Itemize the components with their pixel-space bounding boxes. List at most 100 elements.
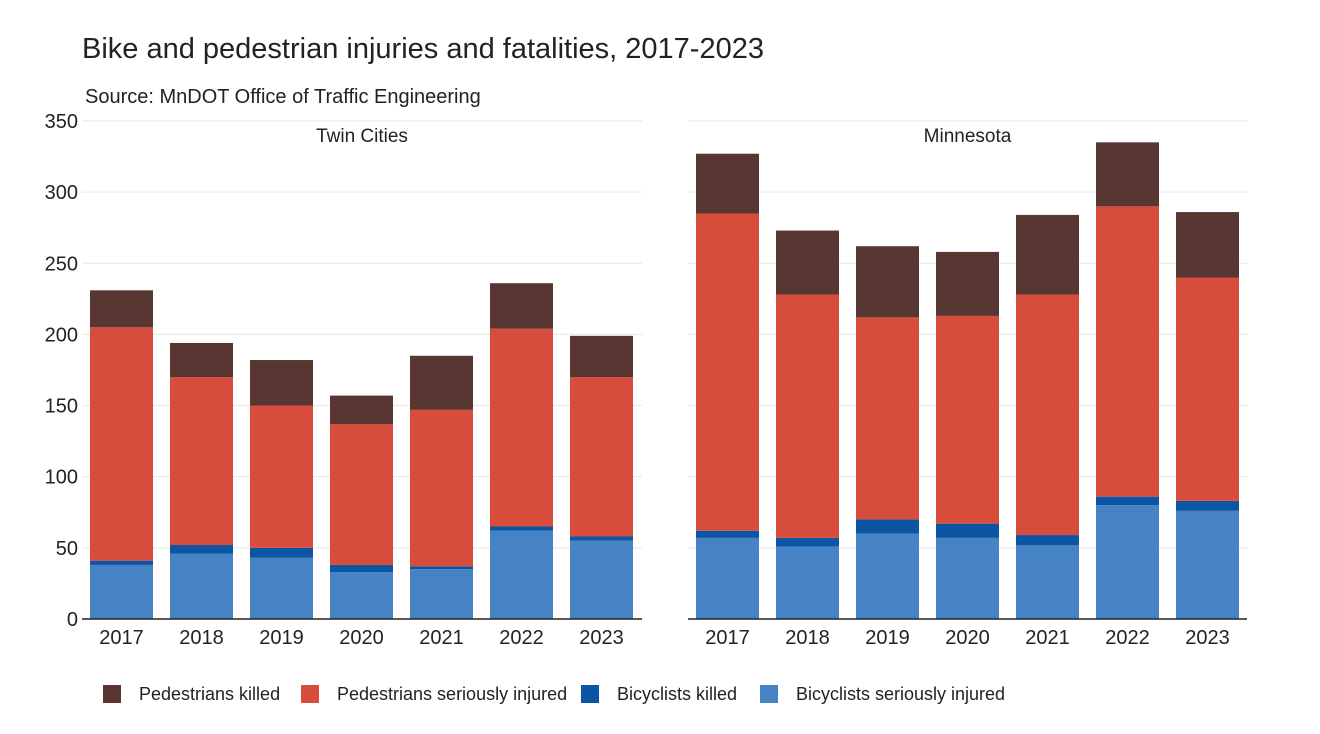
bar-bicyclists-seriously-injured [490,530,553,619]
legend-swatch [581,685,599,703]
bar-pedestrians-killed [1016,214,1079,295]
y-tick-label: 100 [45,467,78,489]
bar-bicyclists-killed [410,566,473,570]
y-tick-label: 250 [45,253,78,275]
bar-bicyclists-killed [1016,535,1079,546]
bar-pedestrians-seriously-injured [170,377,233,546]
bar-bicyclists-killed [776,537,839,547]
bar-pedestrians-killed [330,395,393,425]
bar-pedestrians-killed [570,335,633,378]
bar-pedestrians-seriously-injured [1016,294,1079,536]
bar-pedestrians-seriously-injured [1176,277,1239,501]
bar-bicyclists-seriously-injured [410,569,473,619]
x-tick-label: 2021 [1025,627,1070,649]
legend-item: Pedestrians seriously injured [301,684,567,704]
bar-bicyclists-killed [1096,496,1159,506]
legend-label: Bicyclists killed [617,684,737,704]
bar-pedestrians-seriously-injured [856,317,919,520]
bar-pedestrians-seriously-injured [936,315,999,524]
bar-bicyclists-killed [330,564,393,573]
y-tick-label: 50 [56,538,78,560]
bar-bicyclists-seriously-injured [90,564,153,619]
chart-panels: 0 50 100 150 200 250 300 350 Twin Cities 2017 2018… [45,111,1247,649]
x-tick-label: 2022 [499,627,544,649]
x-tick-label: 2023 [1185,627,1230,649]
legend-item: Bicyclists seriously injured [760,684,1005,704]
bar-pedestrians-killed [250,360,313,406]
bar-pedestrians-killed [936,251,999,316]
legend: Pedestrians killed Pedestrians seriously … [103,684,1005,704]
bar-bicyclists-killed [170,545,233,554]
bar-pedestrians-seriously-injured [330,424,393,565]
bar-pedestrians-killed [696,153,759,214]
bar-bicyclists-seriously-injured [856,533,919,619]
bar-bicyclists-seriously-injured [696,537,759,619]
chart-panel-2: Minnesota 2017 2018 2019 2020 2021 2022 2023 [688,120,1247,649]
bar-bicyclists-killed [250,547,313,558]
bar-bicyclists-seriously-injured [170,553,233,619]
legend-label: Bicyclists seriously injured [796,684,1005,704]
legend-item: Bicyclists killed [581,684,737,704]
x-tick-label: 2018 [179,627,224,649]
bar-pedestrians-seriously-injured [696,213,759,531]
bar-bicyclists-seriously-injured [570,540,633,619]
legend-item: Pedestrians killed [103,684,280,704]
x-tick-label: 2017 [705,627,750,649]
bar-bicyclists-seriously-injured [1016,545,1079,619]
bar-pedestrians-seriously-injured [776,294,839,538]
x-tick-label: 2019 [865,627,910,649]
x-tick-label: 2017 [99,627,144,649]
bar-bicyclists-seriously-injured [1176,510,1239,619]
bar-pedestrians-killed [1176,212,1239,278]
bar-pedestrians-seriously-injured [410,409,473,567]
y-tick-label: 350 [45,111,78,133]
chart-title: Bike and pedestrian injuries and fatalit… [82,33,764,65]
bar-bicyclists-seriously-injured [936,537,999,619]
bar-bicyclists-killed [856,519,919,534]
bar-bicyclists-killed [490,526,553,531]
legend-swatch [301,685,319,703]
y-tick-label: 0 [67,609,78,631]
x-tick-label: 2020 [339,627,384,649]
bar-pedestrians-killed [1096,142,1159,207]
bar-bicyclists-killed [696,530,759,538]
bar-bicyclists-killed [936,523,999,538]
bar-pedestrians-seriously-injured [570,377,633,537]
chart-subtitle: Source: MnDOT Office of Traffic Engineer… [85,86,481,108]
bar-bicyclists-killed [1176,500,1239,511]
x-tick-label: 2020 [945,627,990,649]
bar-bicyclists-seriously-injured [330,572,393,619]
legend-swatch [103,685,121,703]
bar-pedestrians-killed [490,283,553,329]
legend-label: Pedestrians killed [139,684,280,704]
panel-title: Minnesota [924,126,1012,147]
bar-bicyclists-killed [90,560,153,565]
bar-pedestrians-killed [170,342,233,378]
bar-pedestrians-seriously-injured [90,327,153,561]
y-tick-label: 200 [45,324,78,346]
chart-panel-1: 0 50 100 150 200 250 300 350 Twin Cities 2017 2018… [45,111,642,649]
bar-pedestrians-seriously-injured [250,405,313,548]
x-tick-label: 2023 [579,627,624,649]
bar-pedestrians-seriously-injured [490,328,553,527]
x-tick-label: 2021 [419,627,464,649]
y-tick-label: 150 [45,396,78,418]
x-tick-label: 2022 [1105,627,1150,649]
panel-title: Twin Cities [316,126,408,147]
bar-bicyclists-seriously-injured [776,546,839,619]
bar-bicyclists-killed [570,536,633,541]
x-tick-label: 2019 [259,627,304,649]
bar-bicyclists-seriously-injured [1096,505,1159,619]
x-tick-label: 2018 [785,627,830,649]
y-tick-label: 300 [45,182,78,204]
legend-label: Pedestrians seriously injured [337,684,567,704]
bar-pedestrians-killed [776,230,839,295]
bar-pedestrians-seriously-injured [1096,206,1159,497]
bar-pedestrians-killed [90,290,153,328]
bar-bicyclists-seriously-injured [250,557,313,619]
legend-swatch [760,685,778,703]
bar-pedestrians-killed [856,246,919,318]
bar-pedestrians-killed [410,355,473,410]
